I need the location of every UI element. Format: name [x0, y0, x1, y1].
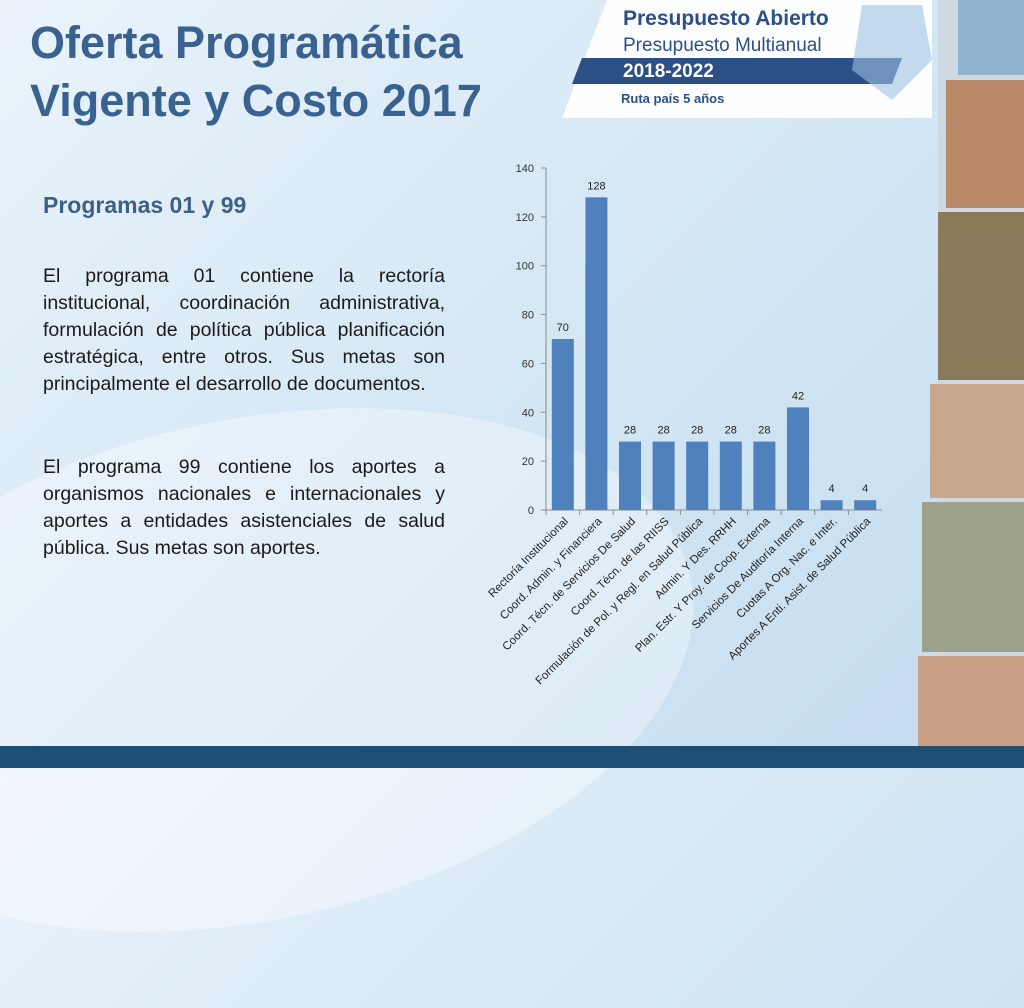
bar [551, 339, 574, 510]
section-subtitle: Programas 01 y 99 [43, 192, 247, 218]
bar-data-label: 4 [829, 483, 835, 495]
paragraph-programa-01: El programa 01 contiene la rectoría inst… [43, 265, 445, 395]
photo-4 [930, 384, 1024, 498]
photo-6 [918, 656, 1024, 750]
y-tick-label: 120 [516, 212, 534, 224]
bar-data-label: 28 [725, 425, 737, 437]
bar-data-label: 28 [691, 425, 703, 437]
bottom-bar [0, 746, 1024, 768]
bar-data-label: 42 [792, 390, 804, 402]
bar [820, 500, 843, 510]
bar [753, 441, 776, 510]
logo-years: 2018-2022 [623, 61, 714, 82]
y-tick-label: 0 [528, 505, 534, 517]
bar-data-label: 128 [587, 180, 605, 192]
logo-tagline: Ruta país 5 años [621, 91, 725, 106]
logo-title: Presupuesto Abierto [623, 7, 829, 30]
y-tick-label: 100 [516, 261, 534, 273]
x-category-label: Coord. Técn. de Servicios De Salud [501, 516, 639, 654]
bar [619, 441, 641, 510]
bar [652, 441, 675, 510]
photo-1 [958, 0, 1024, 75]
bar [787, 407, 809, 510]
photo-5 [922, 502, 1024, 652]
logo-background [562, 0, 932, 118]
photo-2 [946, 80, 1024, 208]
bar-data-label: 28 [657, 425, 669, 437]
y-tick-label: 60 [522, 358, 534, 370]
bar [719, 441, 742, 510]
bar-data-label: 70 [557, 322, 569, 334]
y-tick-label: 20 [522, 456, 534, 468]
bar [585, 197, 608, 511]
logo-subtitle: Presupuesto Multianual [623, 35, 822, 56]
title-line-1: Oferta Programática [30, 17, 463, 68]
y-tick-label: 40 [522, 407, 534, 419]
page-title: Oferta Programática Vigente y Costo 2017 [30, 14, 550, 130]
title-line-2: Vigente y Costo 2017 [30, 75, 482, 126]
bar-data-label: 28 [758, 425, 770, 437]
paragraph-programa-99: El programa 99 contiene los aportes a or… [43, 456, 445, 559]
bar [854, 500, 877, 510]
bar-data-label: 4 [862, 483, 868, 495]
children-photo-strip [918, 0, 1024, 750]
presupuesto-abierto-logo [562, 0, 932, 118]
y-tick-label: 80 [522, 310, 534, 322]
bar [686, 441, 709, 510]
bar-data-label: 28 [624, 425, 636, 437]
photo-3 [938, 212, 1024, 380]
y-tick-label: 140 [516, 163, 534, 175]
